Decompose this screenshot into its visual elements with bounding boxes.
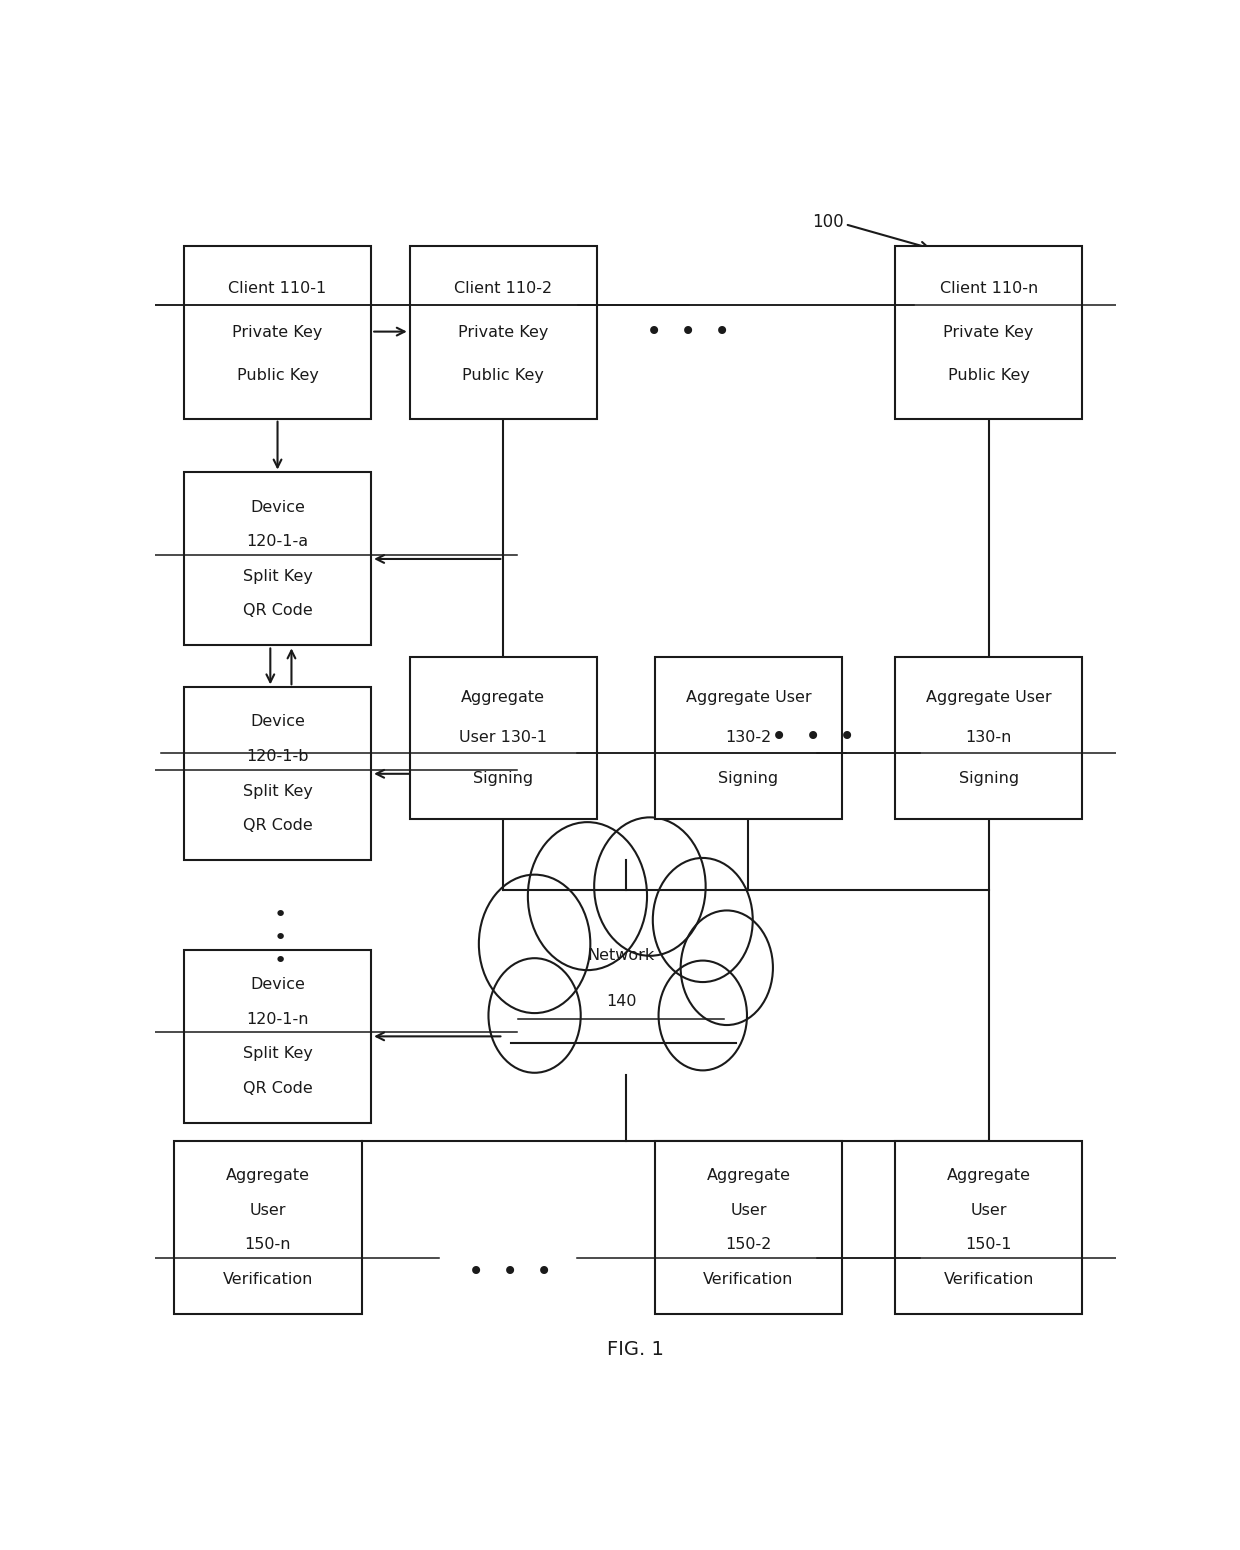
Text: •  •  •: • • • [469, 1259, 553, 1286]
Text: Verification: Verification [223, 1271, 314, 1286]
Text: Aggregate: Aggregate [226, 1167, 310, 1183]
Text: Signing: Signing [474, 770, 533, 786]
Text: Device: Device [250, 715, 305, 730]
Text: Client 110-2: Client 110-2 [454, 282, 553, 296]
Text: QR Code: QR Code [243, 1080, 312, 1096]
Text: User: User [249, 1203, 286, 1217]
Text: Private Key: Private Key [944, 324, 1034, 339]
Text: Split Key: Split Key [243, 1046, 312, 1062]
Text: User: User [730, 1203, 766, 1217]
FancyBboxPatch shape [409, 657, 596, 818]
Text: Device: Device [250, 499, 305, 515]
FancyBboxPatch shape [184, 687, 371, 860]
Text: Client 110-1: Client 110-1 [228, 282, 326, 296]
FancyBboxPatch shape [895, 657, 1083, 818]
Text: Private Key: Private Key [232, 324, 322, 339]
Text: Aggregate: Aggregate [707, 1167, 790, 1183]
Text: 150-2: 150-2 [725, 1237, 771, 1252]
Text: 100: 100 [812, 212, 843, 231]
Text: •
•
•: • • • [273, 905, 286, 972]
Text: Device: Device [250, 976, 305, 992]
Text: 130-2: 130-2 [725, 730, 771, 746]
Circle shape [489, 958, 580, 1073]
Text: User 130-1: User 130-1 [459, 730, 547, 746]
FancyBboxPatch shape [184, 950, 371, 1122]
Text: Aggregate User: Aggregate User [926, 690, 1052, 705]
Circle shape [479, 874, 590, 1014]
Text: 140: 140 [606, 994, 636, 1009]
FancyBboxPatch shape [174, 1141, 362, 1314]
Text: 150-n: 150-n [244, 1237, 291, 1252]
Text: Network: Network [588, 949, 655, 963]
Text: 120-1-a: 120-1-a [247, 535, 309, 549]
Text: 130-n: 130-n [966, 730, 1012, 746]
Text: Client 110-n: Client 110-n [940, 282, 1038, 296]
Text: Aggregate: Aggregate [946, 1167, 1030, 1183]
FancyBboxPatch shape [895, 245, 1083, 418]
Circle shape [658, 961, 746, 1071]
Text: Public Key: Public Key [947, 367, 1029, 383]
Text: Signing: Signing [959, 770, 1019, 786]
Circle shape [516, 873, 688, 1087]
Text: Split Key: Split Key [243, 569, 312, 584]
Circle shape [594, 817, 706, 956]
Text: Private Key: Private Key [458, 324, 548, 339]
Text: Split Key: Split Key [243, 784, 312, 798]
FancyBboxPatch shape [655, 657, 842, 818]
Text: Aggregate: Aggregate [461, 690, 546, 705]
Text: Signing: Signing [718, 770, 779, 786]
Text: User: User [971, 1203, 1007, 1217]
Circle shape [681, 910, 773, 1025]
Text: •  •  •: • • • [771, 724, 856, 752]
FancyBboxPatch shape [655, 1141, 842, 1314]
FancyBboxPatch shape [895, 1141, 1083, 1314]
Text: 150-1: 150-1 [966, 1237, 1012, 1252]
FancyBboxPatch shape [184, 473, 371, 645]
FancyBboxPatch shape [184, 245, 371, 418]
Text: 120-1-b: 120-1-b [247, 749, 309, 764]
Text: •  •  •: • • • [646, 318, 730, 346]
Text: Verification: Verification [944, 1271, 1034, 1286]
Text: Aggregate User: Aggregate User [686, 690, 811, 705]
Text: Public Key: Public Key [237, 367, 319, 383]
Circle shape [652, 859, 753, 983]
Text: Public Key: Public Key [463, 367, 544, 383]
Circle shape [528, 822, 647, 970]
Text: QR Code: QR Code [243, 818, 312, 834]
Text: QR Code: QR Code [243, 603, 312, 618]
Text: Verification: Verification [703, 1271, 794, 1286]
Text: FIG. 1: FIG. 1 [608, 1341, 663, 1359]
FancyBboxPatch shape [409, 245, 596, 418]
Text: 120-1-n: 120-1-n [247, 1012, 309, 1026]
